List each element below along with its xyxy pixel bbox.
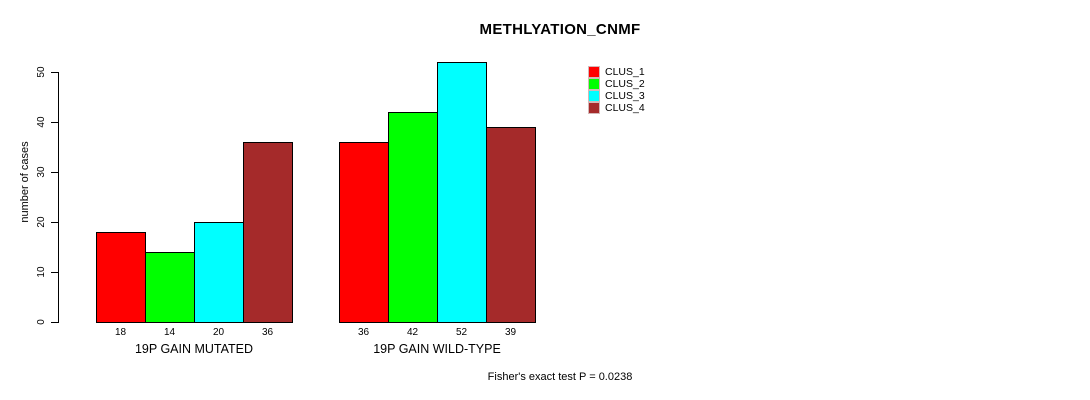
y-tick-mark xyxy=(51,72,58,73)
bar xyxy=(145,252,195,323)
bar-value-label: 18 xyxy=(114,327,127,338)
bar xyxy=(437,62,487,323)
y-axis-label: number of cases xyxy=(19,141,31,223)
annotation-text: Fisher's exact test P = 0.0238 xyxy=(487,371,633,383)
bar-value-label: 36 xyxy=(357,327,370,338)
chart-title: METHLYATION_CNMF xyxy=(479,21,641,38)
bar-value-label: 39 xyxy=(504,327,517,338)
group-label: 19P GAIN MUTATED xyxy=(134,342,254,356)
bar xyxy=(194,222,244,323)
y-tick-mark xyxy=(51,122,58,123)
y-tick-mark xyxy=(51,272,58,273)
bar-value-label: 20 xyxy=(212,327,225,338)
legend-item: CLUS_2 xyxy=(588,78,645,90)
legend-label: CLUS_1 xyxy=(605,66,645,78)
y-tick-label: 20 xyxy=(36,216,47,228)
y-axis xyxy=(58,72,59,323)
legend-swatch xyxy=(588,102,600,114)
bar xyxy=(388,112,438,323)
bar-value-label: 52 xyxy=(455,327,468,338)
y-tick-label: 30 xyxy=(36,166,47,178)
legend-item: CLUS_1 xyxy=(588,66,645,78)
y-tick-label: 40 xyxy=(36,116,47,128)
bar xyxy=(243,142,293,323)
bar-value-label: 42 xyxy=(406,327,419,338)
legend-label: CLUS_4 xyxy=(605,102,645,114)
legend-item: CLUS_3 xyxy=(588,90,645,102)
bar xyxy=(96,232,146,323)
legend-swatch xyxy=(588,78,600,90)
y-tick-mark xyxy=(51,222,58,223)
y-tick-mark xyxy=(51,172,58,173)
bar-value-label: 14 xyxy=(163,327,176,338)
legend-label: CLUS_3 xyxy=(605,90,645,102)
y-tick-mark xyxy=(51,322,58,323)
y-tick-label: 50 xyxy=(36,66,47,78)
bar-value-label: 36 xyxy=(261,327,274,338)
bar xyxy=(339,142,389,323)
legend-item: CLUS_4 xyxy=(588,102,645,114)
y-tick-label: 10 xyxy=(36,266,47,278)
group-label: 19P GAIN WILD-TYPE xyxy=(373,342,501,356)
legend-swatch xyxy=(588,66,600,78)
y-tick-label: 0 xyxy=(36,319,47,325)
legend-label: CLUS_2 xyxy=(605,78,645,90)
bar xyxy=(486,127,536,323)
legend: CLUS_1 CLUS_2 CLUS_3 CLUS_4 xyxy=(588,66,645,114)
legend-swatch xyxy=(588,90,600,102)
